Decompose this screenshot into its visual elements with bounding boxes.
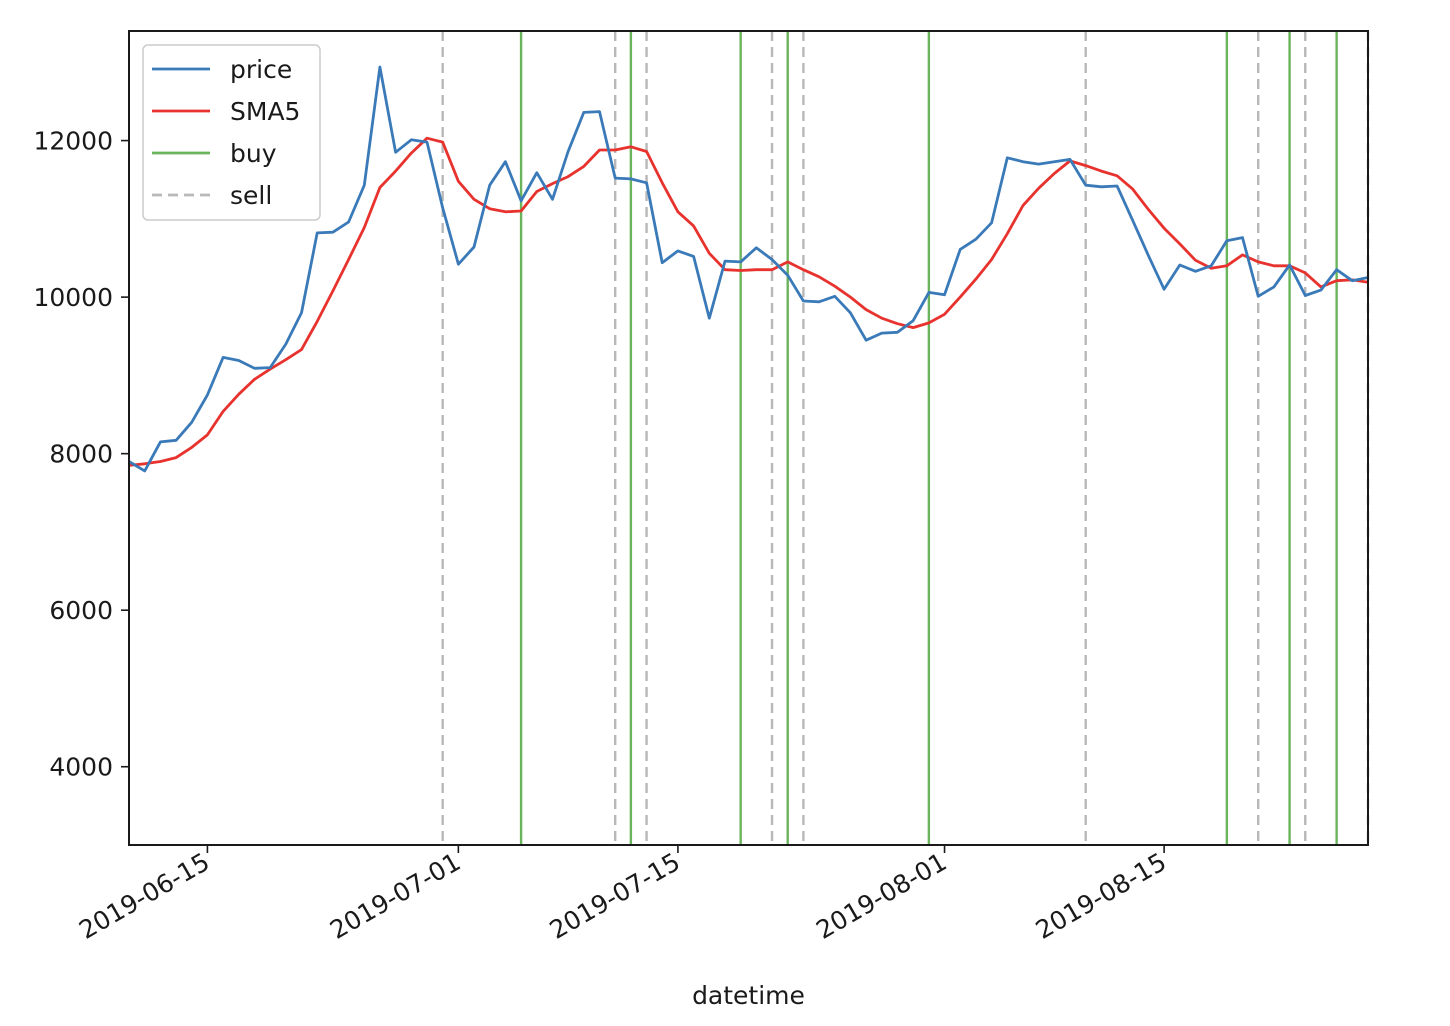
y-axis: 4000 6000 8000 10000 12000 — [33, 127, 129, 782]
legend-label-price: price — [230, 55, 292, 84]
legend: price SMA5 buy sell — [142, 44, 321, 221]
legend-label-sell: sell — [230, 181, 272, 210]
x-tick-label-2019-08-15: 2019-08-15 — [1031, 847, 1171, 945]
x-tick-label-2019-08-01: 2019-08-01 — [811, 847, 951, 945]
x-tick-label-2019-07-01: 2019-07-01 — [325, 847, 465, 945]
y-tick-label-12000: 12000 — [33, 127, 113, 156]
x-tick-label-2019-06-15: 2019-06-15 — [74, 847, 214, 945]
y-tick-label-10000: 10000 — [33, 283, 113, 312]
y-tick-label-4000: 4000 — [49, 753, 113, 782]
series-line-sma5 — [128, 136, 1369, 467]
y-tick-label-6000: 6000 — [49, 596, 113, 625]
plot-frame — [128, 30, 1369, 846]
signal-lines — [441, 31, 1370, 845]
y-tick-label-8000: 8000 — [49, 440, 113, 469]
legend-label-buy: buy — [230, 139, 277, 168]
series-lines — [128, 65, 1369, 473]
legend-label-sma5: SMA5 — [230, 97, 300, 126]
x-tick-label-2019-07-15: 2019-07-15 — [545, 847, 685, 945]
x-axis: 2019-06-15 2019-07-01 2019-07-15 2019-08-01… — [74, 845, 1171, 945]
legend-box — [142, 44, 321, 221]
x-axis-label: datetime — [692, 981, 805, 1010]
series-line-price — [128, 65, 1369, 473]
